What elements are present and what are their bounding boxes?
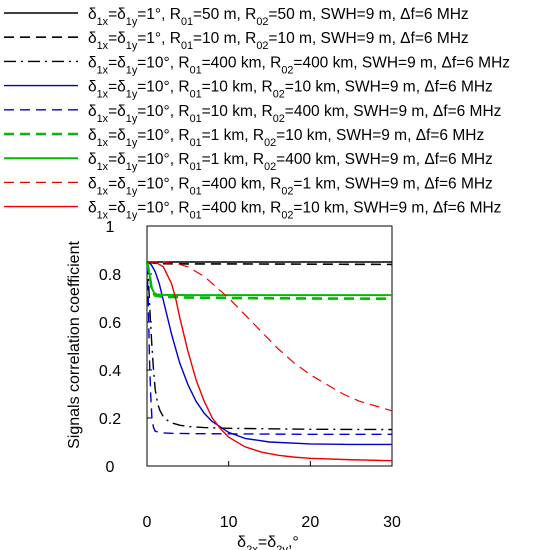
x-tick-label: 20 [301, 514, 319, 531]
legend-item: δ1x=δ1y=1°, R01=50 m, R02=50 m, SWH=9 m,… [4, 6, 469, 28]
legend-label: δ1x=δ1y=10°, R01=10 km, R02=400 km, SWH=… [88, 103, 501, 125]
legend-item: δ1x=δ1y=10°, R01=1 km, R02=400 km, SWH=9… [4, 151, 493, 173]
legend-item: δ1x=δ1y=10°, R01=10 km, R02=400 km, SWH=… [4, 103, 501, 125]
series-line [146, 261, 392, 446]
legend-item: δ1x=δ1y=1°, R01=10 m, R02=10 m, SWH=9 m,… [4, 30, 469, 52]
y-tick-label: 0.8 [99, 267, 121, 284]
series-line [146, 261, 392, 297]
series-line [145, 261, 393, 301]
series-line [146, 261, 393, 266]
series-line [147, 261, 393, 462]
legend-item: δ1x=δ1y=10°, R01=400 km, R02=400 km, SWH… [4, 54, 510, 76]
y-tick-label: 1 [106, 219, 115, 236]
plot-frame [146, 225, 393, 467]
legend-label: δ1x=δ1y=10°, R01=10 km, R02=10 km, SWH=9… [88, 79, 493, 101]
series-line [146, 264, 392, 436]
y-tick-label: 0 [106, 459, 115, 476]
x-tick-label: 10 [220, 514, 238, 531]
series-line [146, 261, 393, 431]
axes: 00.20.40.60.810 10 20 30 [99, 219, 401, 531]
plot-lines [145, 261, 393, 462]
legend: δ1x=δ1y=1°, R01=50 m, R02=50 m, SWH=9 m,… [4, 6, 510, 222]
legend-label: δ1x=δ1y=10°, R01=400 km, R02=1 km, SWH=9… [88, 175, 493, 197]
legend-label: δ1x=δ1y=10°, R01=400 km, R02=400 km, SWH… [88, 54, 510, 76]
y-tick-label: 0.4 [99, 363, 121, 380]
x-axis-label: δ2x=δ2y,° [237, 534, 299, 550]
legend-label: δ1x=δ1y=1°, R01=10 m, R02=10 m, SWH=9 m,… [88, 30, 469, 52]
legend-label: δ1x=δ1y=10°, R01=1 km, R02=10 km, SWH=9 … [88, 127, 484, 149]
legend-item: δ1x=δ1y=10°, R01=400 km, R02=1 km, SWH=9… [4, 175, 493, 197]
legend-label: δ1x=δ1y=10°, R01=1 km, R02=400 km, SWH=9… [88, 151, 493, 173]
legend-item: δ1x=δ1y=10°, R01=1 km, R02=10 km, SWH=9 … [4, 127, 484, 149]
series-line [147, 261, 393, 412]
y-tick-label: 0.2 [99, 411, 121, 428]
y-axis-label: Signals correlation coefficient [66, 241, 83, 449]
legend-label: δ1x=δ1y=1°, R01=50 m, R02=50 m, SWH=9 m,… [88, 6, 469, 28]
y-tick-label: 0.6 [99, 315, 121, 332]
legend-item: δ1x=δ1y=10°, R01=10 km, R02=10 km, SWH=9… [4, 79, 493, 101]
legend-label: δ1x=δ1y=10°, R01=400 km, R02=10 km, SWH=… [88, 200, 501, 222]
legend-item: δ1x=δ1y=10°, R01=400 km, R02=10 km, SWH=… [4, 200, 501, 222]
x-tick-label: 30 [383, 514, 401, 531]
x-tick-label: 0 [143, 514, 152, 531]
